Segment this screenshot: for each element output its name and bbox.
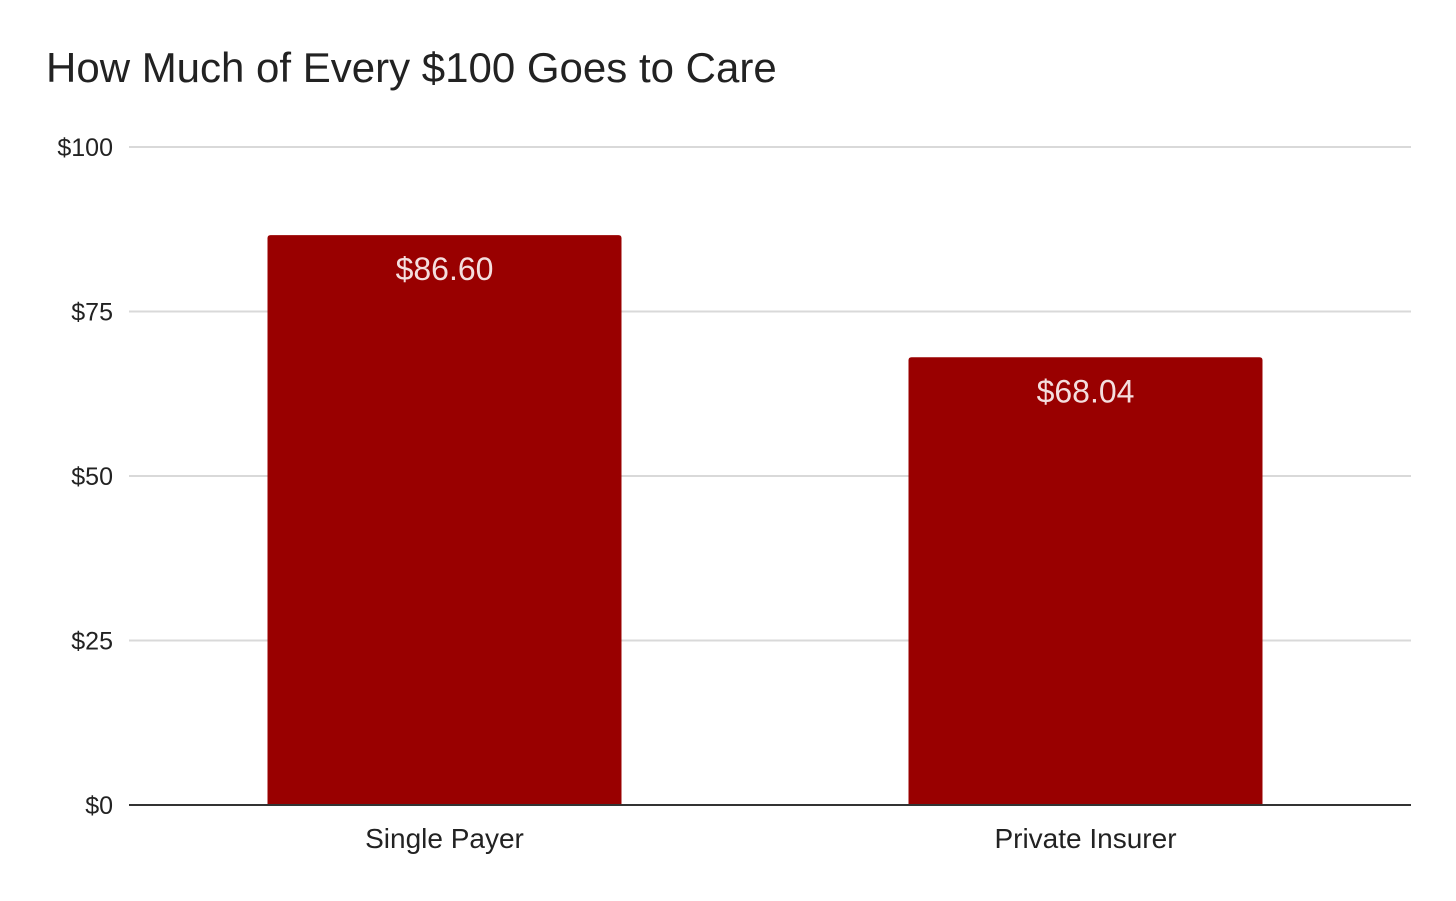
y-tick-label: $0 <box>85 792 113 820</box>
bar-value-label: $86.60 <box>396 251 494 287</box>
y-tick-label: $25 <box>71 628 113 656</box>
bar <box>908 357 1263 805</box>
chart-title: How Much of Every $100 Goes to Care <box>46 44 777 91</box>
y-tick-label: $100 <box>57 134 113 162</box>
y-tick-label: $50 <box>71 463 113 491</box>
x-category-label: Private Insurer <box>994 823 1176 854</box>
x-axis-labels: Single Payer Private Insurer <box>365 823 1176 854</box>
bar-value-label: $68.04 <box>1037 373 1135 409</box>
bar <box>267 235 622 805</box>
bars: $86.60 $68.04 <box>267 235 1263 805</box>
x-category-label: Single Payer <box>365 823 524 854</box>
y-axis-ticks: $0 $25 $50 $75 $100 <box>57 134 113 820</box>
y-tick-label: $75 <box>71 299 113 327</box>
